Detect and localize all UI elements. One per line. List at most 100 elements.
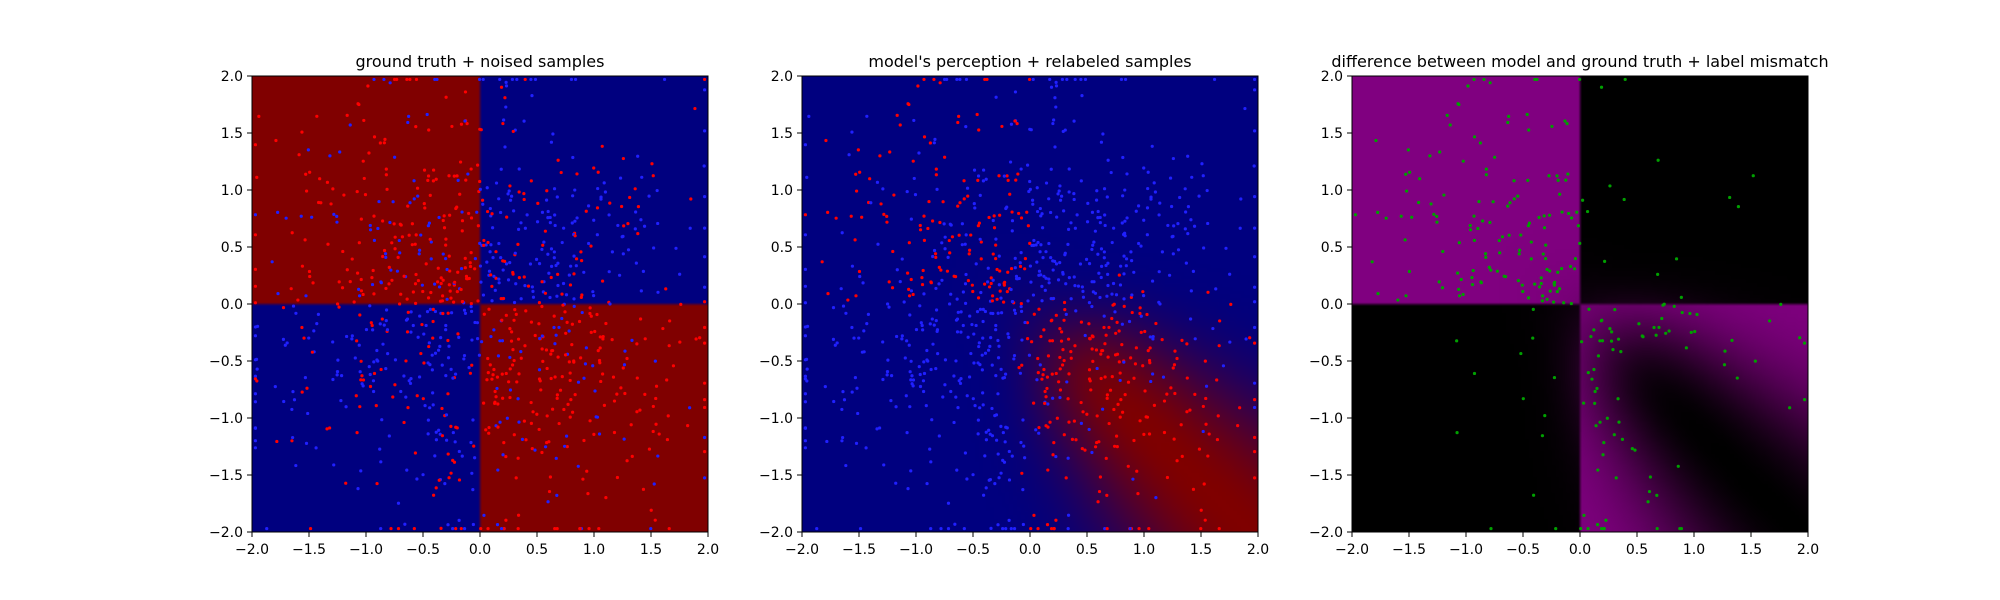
sample-point xyxy=(406,310,410,314)
sample-point xyxy=(514,312,518,316)
sample-point xyxy=(1429,202,1433,206)
sample-point xyxy=(510,330,514,334)
sample-point xyxy=(508,184,512,188)
sample-point xyxy=(943,358,948,362)
sample-point xyxy=(454,425,458,429)
sample-point xyxy=(1115,320,1119,324)
sample-point xyxy=(1013,119,1017,123)
sample-point xyxy=(1124,257,1129,261)
sample-point xyxy=(948,251,952,255)
sample-point xyxy=(255,379,259,383)
sample-point xyxy=(1552,375,1557,380)
sample-point xyxy=(326,242,330,246)
sample-point xyxy=(463,119,467,123)
sample-point xyxy=(702,77,707,82)
sample-point xyxy=(1489,526,1493,531)
sample-point xyxy=(619,204,624,209)
sample-point xyxy=(1688,311,1692,316)
sample-points xyxy=(1353,77,1807,531)
sample-point xyxy=(359,289,364,293)
sample-point xyxy=(410,243,414,247)
sample-point xyxy=(340,374,344,378)
sample-point xyxy=(679,302,683,306)
sample-point xyxy=(1229,302,1233,306)
sample-point xyxy=(1035,186,1039,190)
sample-point xyxy=(463,266,467,270)
sample-point xyxy=(1592,328,1596,332)
sample-point xyxy=(375,358,379,362)
sample-point xyxy=(284,216,288,220)
sample-point xyxy=(460,300,465,304)
sample-point xyxy=(499,526,504,531)
sample-point xyxy=(444,413,449,417)
sample-point xyxy=(500,318,504,322)
sample-point xyxy=(1376,292,1380,296)
sample-point xyxy=(406,204,410,208)
sample-point xyxy=(399,389,403,394)
sample-point xyxy=(952,420,956,425)
sample-point xyxy=(963,301,968,305)
sample-point xyxy=(981,319,985,324)
sample-point xyxy=(552,325,556,330)
sample-point xyxy=(1069,297,1073,301)
sample-point xyxy=(1067,372,1071,376)
sample-point xyxy=(1599,85,1604,89)
sample-point xyxy=(977,128,981,132)
sample-point xyxy=(390,278,394,282)
sample-point xyxy=(537,368,542,372)
sample-point xyxy=(290,407,294,412)
sample-point xyxy=(427,128,431,132)
sample-point xyxy=(1440,286,1445,290)
sample-point xyxy=(933,137,937,141)
sample-point xyxy=(1073,77,1077,82)
sample-point xyxy=(552,256,556,260)
sample-point xyxy=(494,181,499,185)
sample-point xyxy=(1252,450,1257,454)
sample-point xyxy=(471,488,475,492)
sample-point xyxy=(1098,475,1103,479)
y-tick-label: 2.0 xyxy=(221,69,243,85)
sample-point xyxy=(304,172,308,176)
sample-point xyxy=(1067,167,1071,171)
x-tick-label: 1.5 xyxy=(1740,542,1762,558)
sample-point xyxy=(1521,397,1525,401)
sample-point xyxy=(1044,395,1048,399)
sample-point xyxy=(1040,299,1044,303)
sample-point xyxy=(943,155,947,159)
sample-point xyxy=(276,210,280,214)
sample-point xyxy=(968,248,972,252)
sample-point xyxy=(1106,272,1110,276)
sample-point xyxy=(328,426,332,430)
sample-point xyxy=(1488,220,1492,225)
sample-point xyxy=(1079,400,1083,405)
sample-point xyxy=(569,398,573,402)
sample-point xyxy=(1252,476,1257,480)
sample-point xyxy=(1428,154,1432,158)
sample-point xyxy=(628,195,632,200)
sample-point xyxy=(999,367,1003,371)
sample-point xyxy=(593,389,597,393)
sample-point xyxy=(1101,348,1105,353)
sample-point xyxy=(621,156,625,161)
sample-point xyxy=(387,434,391,438)
sample-point xyxy=(468,371,473,375)
sample-point xyxy=(335,214,339,218)
sample-point xyxy=(1502,274,1506,278)
sample-point xyxy=(428,307,433,311)
sample-point xyxy=(304,441,309,445)
sample-point xyxy=(989,336,993,340)
sample-point xyxy=(925,481,929,486)
sample-point xyxy=(933,252,938,256)
sample-point xyxy=(1014,178,1018,182)
sample-point xyxy=(994,323,998,328)
sample-point xyxy=(1488,81,1492,85)
sample-point xyxy=(253,400,258,404)
sample-point xyxy=(1178,195,1182,200)
sample-point xyxy=(1489,268,1493,272)
sample-point xyxy=(895,113,899,117)
sample-point xyxy=(460,210,464,214)
sample-point xyxy=(1565,122,1569,126)
field-heatmap xyxy=(1352,76,1808,532)
sample-point xyxy=(372,292,376,296)
sample-point xyxy=(1009,266,1014,271)
